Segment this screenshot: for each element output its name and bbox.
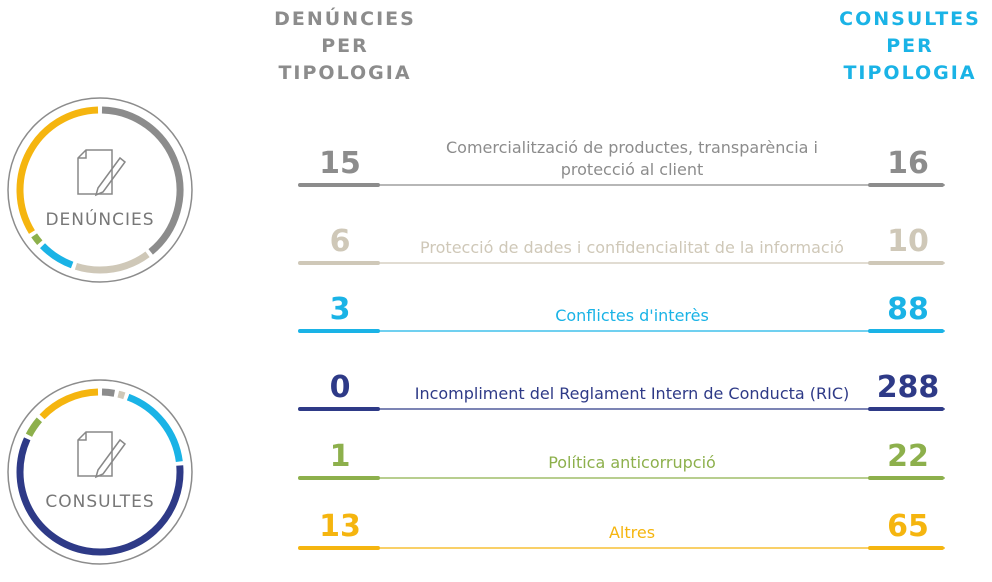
donut-segment xyxy=(31,233,43,245)
header: CONSULTES PER TIPOLOGIA xyxy=(800,6,992,87)
header: DENÚNCIES PER TIPOLOGIA xyxy=(235,6,455,87)
donut-label: CONSULTES xyxy=(45,492,155,512)
value-label: 6 xyxy=(329,224,351,259)
value-label: 22 xyxy=(887,439,929,474)
header-line: DENÚNCIES xyxy=(274,8,416,30)
value-label: 1 xyxy=(329,439,351,474)
value-label: 288 xyxy=(876,370,940,405)
donut-segment xyxy=(101,388,115,397)
value-label: 0 xyxy=(329,370,351,405)
donut-label: DENÚNCIES xyxy=(45,210,155,230)
category-label: Protecció de dades i confidencialitat de… xyxy=(420,238,844,257)
category-label: Comercialització de productes, transparè… xyxy=(445,138,818,179)
category-label: Altres xyxy=(608,523,656,542)
pen-icon xyxy=(94,438,127,479)
donut-segment xyxy=(74,251,150,274)
header-line: TIPOLOGIA xyxy=(278,62,412,84)
pen-icon xyxy=(94,156,127,197)
header-line: PER xyxy=(321,35,369,57)
value-label: 10 xyxy=(887,224,929,259)
donut-segment xyxy=(40,243,74,269)
donut-segment xyxy=(39,388,99,420)
donut-segment xyxy=(117,390,126,400)
category-label: Política anticorrupció xyxy=(548,453,716,472)
value-label: 16 xyxy=(887,146,929,181)
donut-segment xyxy=(16,106,99,234)
donut-outline xyxy=(7,97,193,283)
category-label: Conflictes d'interès xyxy=(555,306,709,325)
donut-segment xyxy=(25,417,43,437)
value-label: 3 xyxy=(329,292,351,327)
donut-segment xyxy=(16,437,184,556)
value-label: 65 xyxy=(887,509,929,544)
value-label: 15 xyxy=(319,146,361,181)
header-line: PER xyxy=(886,35,934,57)
donut-segment xyxy=(126,393,183,463)
donut-outline xyxy=(7,379,193,565)
document-icon xyxy=(77,149,113,195)
document-icon xyxy=(77,431,113,477)
donut-segment xyxy=(101,106,184,255)
value-label: 88 xyxy=(887,292,929,327)
value-label: 13 xyxy=(319,509,361,544)
category-label: Incompliment del Reglament Intern de Con… xyxy=(414,384,850,403)
header-line: TIPOLOGIA xyxy=(843,62,977,84)
header-line: CONSULTES xyxy=(839,8,981,30)
